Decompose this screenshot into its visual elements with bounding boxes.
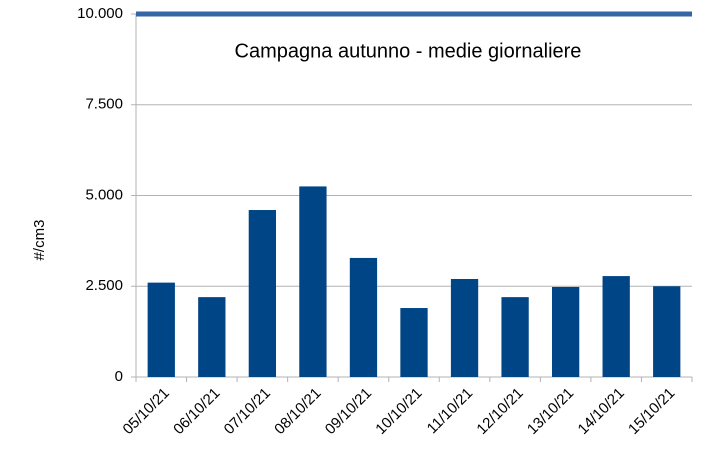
x-tick-label: 05/10/21 (120, 385, 173, 438)
bar (400, 308, 428, 377)
y-tick-label: 7.500 (85, 96, 123, 113)
x-tick-label: 06/10/21 (170, 385, 223, 438)
bar (147, 282, 175, 377)
y-axis-label: #/cm3 (31, 220, 48, 261)
y-tick-label: 2.500 (85, 277, 123, 294)
bar (299, 186, 327, 377)
x-tick-label: 09/10/21 (322, 385, 375, 438)
y-tick-label: 5.000 (85, 186, 123, 203)
bar (349, 257, 378, 377)
chart-title: Campagna autunno - medie giornaliere (235, 40, 582, 62)
bar (198, 297, 226, 377)
x-tick-label: 15/10/21 (625, 385, 678, 438)
x-tick-label: 13/10/21 (524, 385, 577, 438)
x-tick-label: 10/10/21 (372, 385, 425, 438)
bar (653, 286, 681, 377)
x-tick-label: 11/10/21 (424, 385, 477, 438)
x-tick-label: 08/10/21 (271, 385, 324, 438)
x-tick-label: 12/10/21 (473, 385, 526, 438)
x-tick-label: 14/10/21 (575, 385, 628, 438)
bar (450, 278, 479, 377)
y-tick-label: 0 (115, 368, 123, 385)
x-tick-label: 07/10/21 (221, 385, 274, 438)
bar (602, 276, 630, 377)
y-tick-label: 10.000 (77, 5, 123, 22)
bar (248, 210, 277, 377)
bar (551, 286, 580, 377)
bar (501, 297, 529, 377)
